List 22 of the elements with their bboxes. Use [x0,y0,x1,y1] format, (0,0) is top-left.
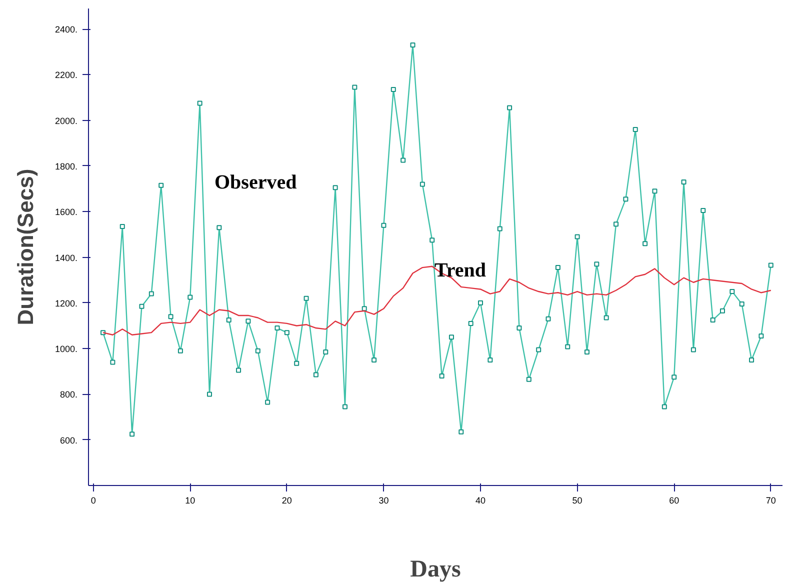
annotation: Observed [214,172,297,194]
x-tick-label: 40 [476,496,486,506]
x-tick-label: 30 [378,496,389,506]
x-tick-label: 10 [185,496,196,506]
x-tick-label: 0 [90,496,96,506]
y-tick-label: 2200. [54,70,78,80]
y-tick-label: 1800. [54,161,78,172]
x-tick-label: 50 [572,496,582,506]
x-tick-label: 60 [669,496,680,506]
y-tick-label: 1400. [54,252,78,263]
y-tick-label: 1600. [54,207,78,218]
x-tick-label: 20 [282,496,292,506]
y-axis-title: Duration(Secs) [12,168,38,326]
y-tick-label: 1000. [54,344,78,354]
y-tick-label: 1200. [54,298,78,308]
y-tick-label: 2000. [54,116,78,126]
y-tick-label: 600. [60,435,78,446]
y-tick-label: 800. [60,390,78,400]
annotation: Trend [434,260,486,282]
y-tick-label: 2400. [54,24,78,35]
x-axis-title: Days [410,556,461,582]
x-tick-label: 70 [766,496,776,506]
